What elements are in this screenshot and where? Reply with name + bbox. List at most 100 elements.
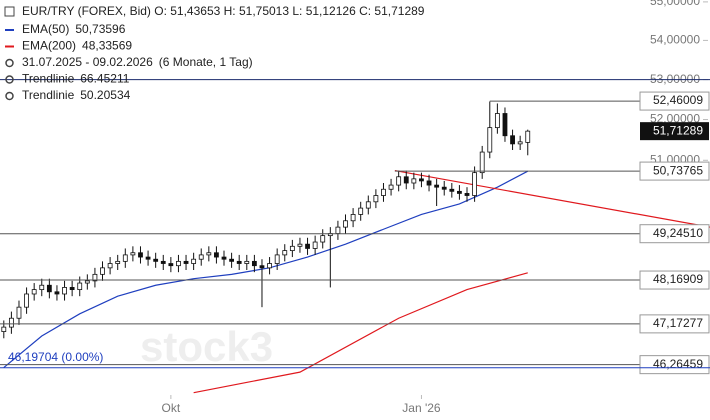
candle-body xyxy=(145,256,151,260)
candle-body xyxy=(358,207,364,215)
candle-body xyxy=(525,130,531,143)
candle-body xyxy=(236,260,242,264)
candle-body xyxy=(396,176,402,186)
candle-body xyxy=(62,287,67,295)
last-label: 51,71289 xyxy=(653,123,703,137)
legend-icon xyxy=(5,58,14,68)
legend-name: EMA(200) xyxy=(22,39,76,53)
candle-body xyxy=(312,241,318,249)
legend-value: (6 Monate, 1 Tag) xyxy=(159,55,253,69)
plot xyxy=(1,101,710,394)
legend-value: 48,33569 xyxy=(82,39,132,53)
candle-body xyxy=(449,188,455,192)
candle-body xyxy=(479,151,485,174)
candle-body xyxy=(31,289,37,295)
legend-value: 50.20534 xyxy=(80,88,130,102)
level-label: 48,16909 xyxy=(653,272,703,286)
candle-body xyxy=(365,201,371,209)
candle-body xyxy=(373,195,379,203)
chart-icon xyxy=(4,6,15,17)
candle-body xyxy=(350,214,356,222)
header: EUR/TRY (FOREX, Bid) O: 51,43653 H: 51,7… xyxy=(22,4,425,18)
y-tick-label: 53,00000 xyxy=(650,72,700,86)
legend-value: 50,73596 xyxy=(75,22,125,36)
level-label: 49,24510 xyxy=(653,226,703,240)
candle-body xyxy=(84,280,90,284)
legend-name: EMA(50) xyxy=(22,22,69,36)
candle-body xyxy=(251,260,257,267)
candle-body xyxy=(8,317,14,328)
candle-body xyxy=(160,260,166,264)
legend-value: 66.45211 xyxy=(80,72,129,86)
candle-body xyxy=(434,184,440,188)
candle-body xyxy=(221,256,227,260)
candle-body xyxy=(343,220,348,228)
level-label: 50,73765 xyxy=(653,163,703,177)
legend-icon xyxy=(5,91,14,101)
x-tick-label: Jan '26 xyxy=(402,401,441,415)
candle-body xyxy=(153,258,159,262)
candle-body xyxy=(214,252,219,258)
indicator-line xyxy=(394,169,710,228)
candle-body xyxy=(335,226,341,234)
legend-name: Trendlinie xyxy=(22,72,75,86)
watermark: stock3 xyxy=(140,323,273,370)
candle-body xyxy=(457,190,462,194)
candle-body xyxy=(289,245,295,252)
candle-body xyxy=(115,260,121,264)
level-label: 46,26459 xyxy=(653,357,703,371)
level-label: 52,46009 xyxy=(653,93,703,107)
candle-body xyxy=(46,284,52,293)
candle-body xyxy=(69,287,75,291)
candle-body xyxy=(502,113,508,137)
candle-body xyxy=(100,267,105,275)
candle-body xyxy=(206,252,212,256)
candle-body xyxy=(24,293,29,308)
x-tick-label: Okt xyxy=(162,401,181,415)
level-box xyxy=(639,314,710,334)
candle-body xyxy=(297,243,303,247)
candle-body xyxy=(464,193,470,196)
level-box xyxy=(639,224,710,244)
level-label: 47,17277 xyxy=(653,316,703,330)
level-box xyxy=(639,355,710,375)
level-box xyxy=(639,161,710,181)
start-label: 46,19704 (0.00%) xyxy=(8,350,103,364)
candle-body xyxy=(176,260,181,267)
candle-body xyxy=(510,135,515,145)
candle-body xyxy=(411,178,417,184)
candle-body xyxy=(198,254,204,260)
y-tick-label: 55,00000 xyxy=(650,0,700,8)
candle-body xyxy=(168,263,174,267)
candle-body xyxy=(419,178,424,182)
candle-body xyxy=(229,258,235,262)
indicator-line xyxy=(193,272,528,394)
candle-body xyxy=(107,263,113,269)
legend-name: Trendlinie xyxy=(22,88,75,102)
candle-body xyxy=(282,250,288,256)
candle-body xyxy=(494,113,500,129)
candle-body xyxy=(191,258,197,264)
candle-body xyxy=(130,252,136,256)
candle-body xyxy=(441,186,447,190)
candle-body xyxy=(305,243,310,249)
candle-body xyxy=(320,235,326,243)
candle-body xyxy=(77,282,83,291)
candle-body xyxy=(244,260,250,264)
candle-body xyxy=(122,254,128,262)
candle-body xyxy=(381,188,386,196)
candle-body xyxy=(267,263,272,269)
candle-body xyxy=(16,306,22,319)
candle-body xyxy=(472,172,477,196)
legend-icon xyxy=(5,75,14,84)
candle-body xyxy=(426,180,432,186)
candle-body xyxy=(138,252,143,258)
candle-body xyxy=(54,291,60,295)
candle-body xyxy=(517,141,523,145)
candle-body xyxy=(487,127,493,153)
candle-body xyxy=(259,265,265,269)
candle-body xyxy=(403,176,409,184)
candle-body xyxy=(39,284,45,291)
last-box xyxy=(640,122,709,141)
